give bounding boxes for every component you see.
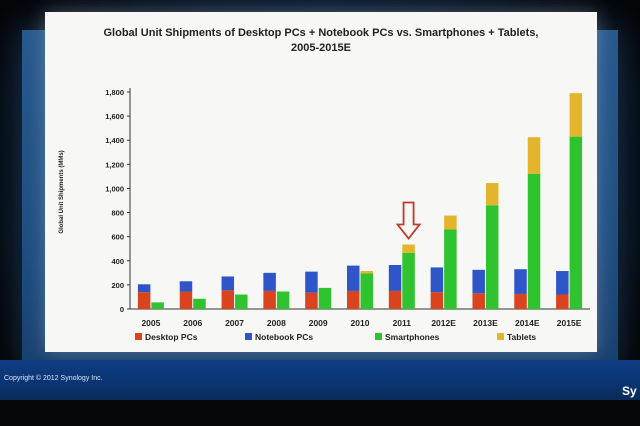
bar-smartphones-2005 [151,302,164,309]
bar-desktop-pcs-2008 [263,290,276,309]
bar-desktop-pcs-2015e [556,294,569,309]
bar-tablets-2012e [444,215,457,230]
legend-label: Smartphones [385,332,440,342]
y-tick-label: 400 [111,257,124,266]
bar-smartphones-2009 [318,287,332,309]
bar-tablets-2013e [485,183,499,206]
y-tick-label: 200 [111,281,124,290]
bar-notebook-pcs-2014e [514,269,527,294]
bar-tablets-2015e [569,93,583,137]
bar-smartphones-2012e [444,229,457,309]
x-tick-label: 2011 [393,318,412,328]
bar-tablets-2014e [527,137,541,174]
x-tick-label: 2007 [225,318,244,328]
bar-desktop-pcs-2007 [221,290,235,309]
bar-notebook-pcs-2012e [430,267,444,293]
bar-notebook-pcs-2011 [388,264,402,291]
bar-desktop-pcs-2014e [514,293,527,309]
bar-smartphones-2006 [193,298,206,309]
annotation-arrow [395,201,422,240]
x-tick-label: 2010 [351,318,370,328]
bar-notebook-pcs-2009 [305,271,318,293]
bar-desktop-pcs-2006 [179,291,193,309]
bar-smartphones-2010 [360,273,373,309]
y-tick-label: 1,800 [105,88,124,97]
legend-swatch-smartphones [375,333,382,340]
bar-notebook-pcs-2006 [179,281,193,292]
legend-label: Desktop PCs [145,332,198,342]
x-tick-label: 2006 [183,318,202,328]
bar-notebook-pcs-2015e [556,271,569,295]
bar-desktop-pcs-2005 [137,292,151,309]
bar-tablets-2010 [360,271,373,274]
bar-desktop-pcs-2012e [430,292,444,309]
legend-swatch-notebook-pcs [245,333,252,340]
bar-smartphones-2007 [235,294,248,309]
legend-label: Tablets [507,332,536,342]
presentation-slide: Global Unit Shipments of Desktop PCs + N… [45,12,597,352]
bar-notebook-pcs-2008 [263,272,276,291]
plot-area: 0 200 400 600 800 1,000 1,200 1,400 1,600 1,800 20… [105,88,590,342]
y-tick-label: 600 [111,233,124,242]
x-tick-label: 2014E [515,318,540,328]
x-tick-label: 2013E [473,318,498,328]
x-tick-label: 2009 [309,318,328,328]
footer-bar [0,360,640,400]
bar-desktop-pcs-2013e [472,293,485,309]
y-axis-label: Global Unit Shipments (MMs) [59,150,65,233]
synology-logo: Sy [622,384,637,398]
bar-desktop-pcs-2009 [305,292,318,309]
x-tick-label: 2012E [431,318,456,328]
chart: Global Unit Shipments of Desktop PCs + N… [59,27,590,342]
room-floor [0,400,640,426]
x-tick-label: 2015E [557,318,582,328]
x-tick-label: 2005 [141,318,160,328]
chart-title-line-1: Global Unit Shipments of Desktop PCs + N… [104,27,539,39]
y-tick-label: 800 [111,209,124,218]
bar-smartphones-2013e [485,205,499,309]
bar-smartphones-2015e [569,136,583,309]
bar-desktop-pcs-2011 [388,290,402,309]
bar-smartphones-2011 [402,252,415,309]
y-tick-label: 1,200 [105,160,124,169]
legend-swatch-desktop-pcs [135,333,142,340]
y-tick-label: 1,600 [105,112,124,121]
bar-notebook-pcs-2007 [221,276,235,291]
bar-smartphones-2014e [527,173,541,309]
y-tick-label: 1,400 [105,136,124,145]
bar-notebook-pcs-2010 [347,265,360,291]
bar-notebook-pcs-2005 [137,284,151,293]
bar-smartphones-2008 [276,291,290,309]
legend-swatch-tablets [497,333,504,340]
legend-label: Notebook PCs [255,332,313,342]
bar-notebook-pcs-2013e [472,269,485,294]
bar-tablets-2011 [402,244,415,253]
chart-title-line-2: 2005-2015E [291,42,351,54]
y-tick-label: 1,000 [105,184,124,193]
copyright-text: Copyright © 2012 Synology Inc. [4,375,103,382]
y-tick-label: 0 [120,305,124,314]
bar-desktop-pcs-2010 [347,290,360,309]
x-tick-label: 2008 [267,318,286,328]
